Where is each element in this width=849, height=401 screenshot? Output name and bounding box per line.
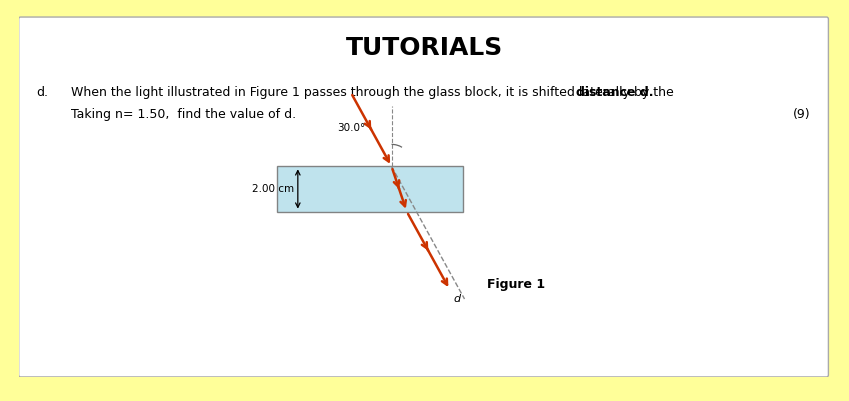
Text: When the light illustrated in Figure 1 passes through the glass block, it is shi: When the light illustrated in Figure 1 p… <box>71 86 678 99</box>
Text: d: d <box>453 294 461 304</box>
Text: 30.0°: 30.0° <box>337 124 365 133</box>
Bar <box>277 166 464 212</box>
Text: d.: d. <box>36 86 48 99</box>
Text: TUTORIALS: TUTORIALS <box>346 36 503 60</box>
Text: 2.00 cm: 2.00 cm <box>252 184 294 194</box>
Text: Taking n= 1.50,  find the value of d.: Taking n= 1.50, find the value of d. <box>71 108 296 121</box>
Text: Figure 1: Figure 1 <box>487 278 545 291</box>
FancyBboxPatch shape <box>19 17 829 377</box>
Text: distance d.: distance d. <box>576 86 654 99</box>
Text: (9): (9) <box>793 108 810 121</box>
